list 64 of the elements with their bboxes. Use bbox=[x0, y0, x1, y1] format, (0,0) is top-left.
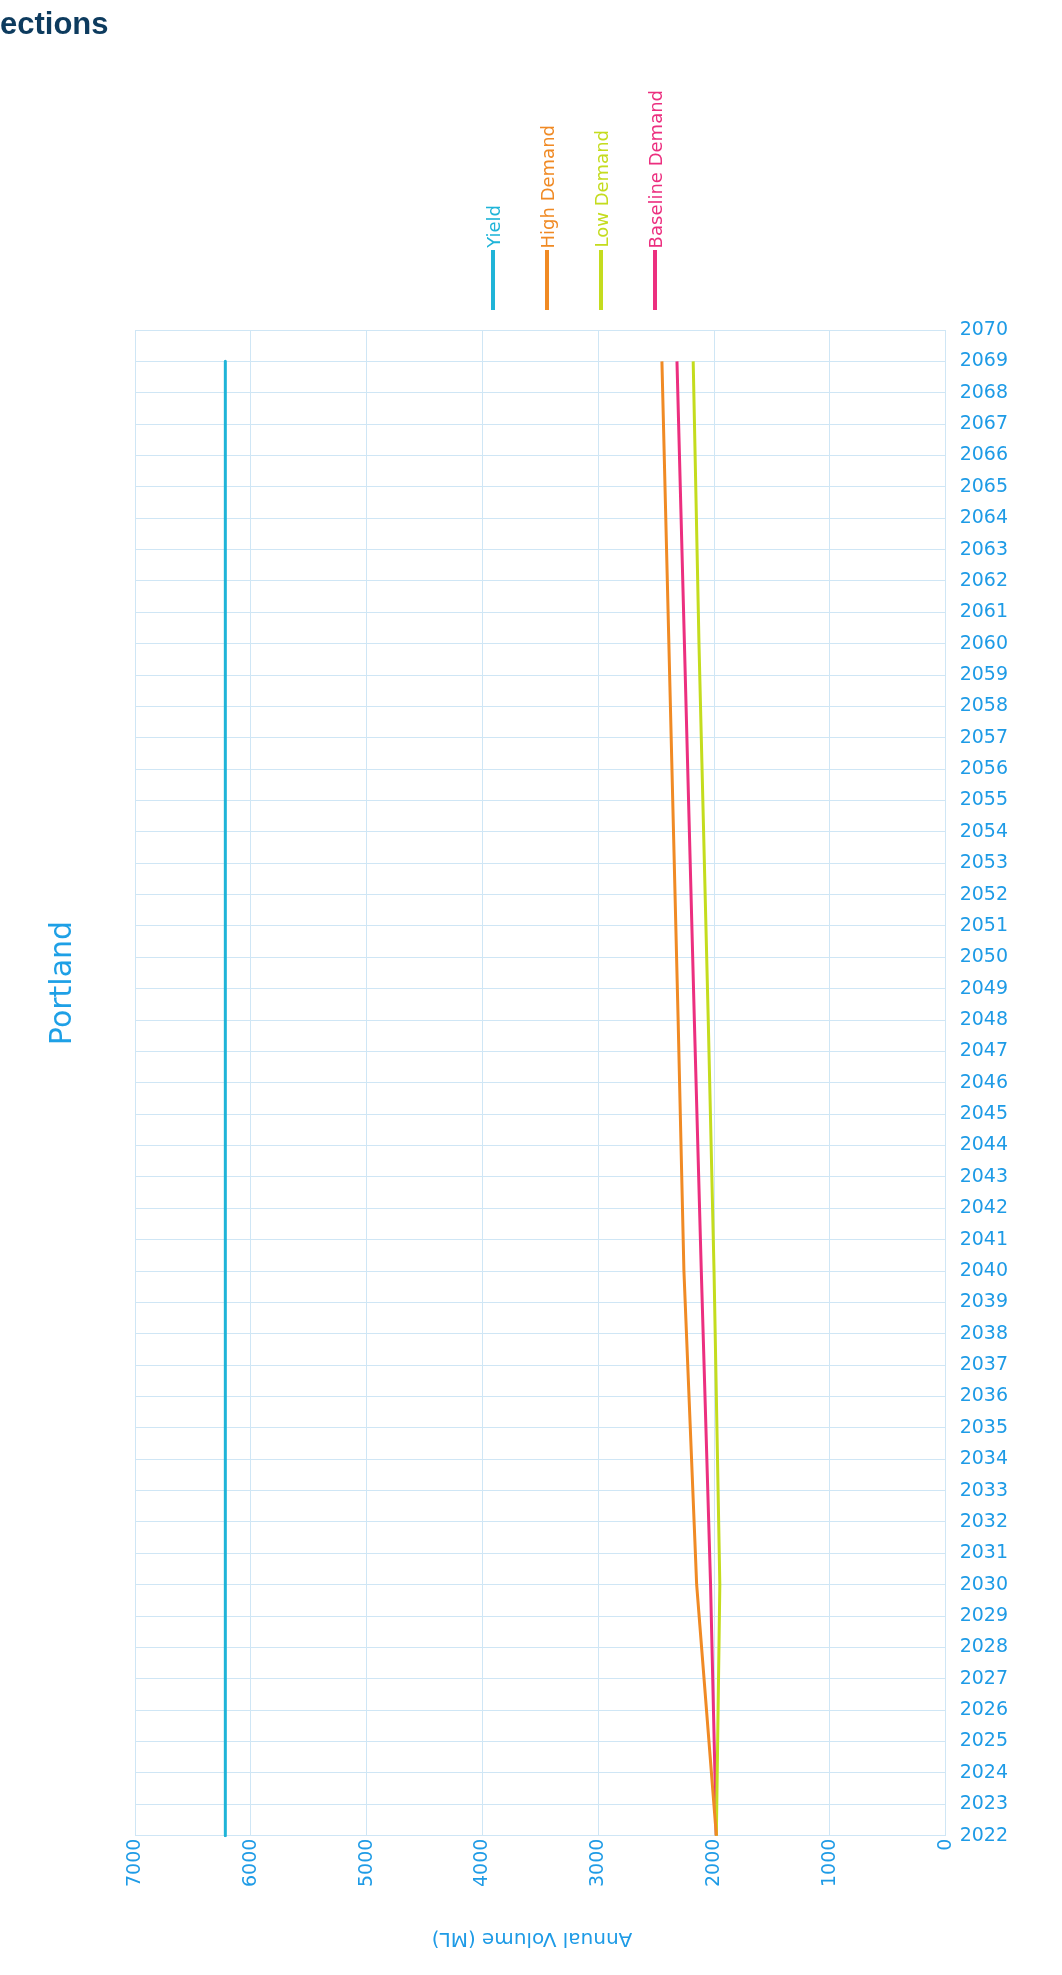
y-tick-label: 2031 bbox=[959, 1540, 1009, 1563]
y-tick-label: 2058 bbox=[959, 693, 1009, 716]
text: Low Demand bbox=[590, 130, 612, 248]
y-tick-label: 2041 bbox=[959, 1226, 1009, 1249]
y-tick-label: 2061 bbox=[959, 599, 1009, 622]
y-tick-label: 2057 bbox=[959, 724, 1009, 747]
x-tick-label: 1000 bbox=[816, 1838, 839, 1888]
y-tick-label: 2059 bbox=[959, 661, 1009, 684]
y-tick-label: 2033 bbox=[959, 1477, 1009, 1500]
y-tick-label: 2053 bbox=[959, 850, 1009, 873]
y-tick-label: 2060 bbox=[959, 630, 1009, 653]
y-tick-label: 2063 bbox=[959, 536, 1009, 559]
x-tick-label: 7000 bbox=[121, 1838, 144, 1888]
y-tick-label: 2030 bbox=[959, 1571, 1009, 1594]
y-tick-label: 2034 bbox=[959, 1446, 1009, 1469]
y-tick-label: 2043 bbox=[959, 1163, 1009, 1186]
y-tick-label: 2062 bbox=[959, 567, 1009, 590]
x-tick-label: 6000 bbox=[237, 1838, 260, 1888]
y-tick-label: 2023 bbox=[959, 1791, 1009, 1814]
y-tick-label: 2068 bbox=[959, 379, 1009, 402]
y-tick-label: 2064 bbox=[959, 505, 1009, 528]
y-tick-label: 2048 bbox=[959, 1007, 1009, 1030]
y-tick-label: 2052 bbox=[959, 881, 1009, 904]
y-tick-label: 2049 bbox=[959, 975, 1009, 998]
text: ections bbox=[0, 6, 109, 42]
y-tick-label: 2046 bbox=[959, 1069, 1009, 1092]
y-tick-label: 2022 bbox=[959, 1822, 1009, 1845]
y-tick-label: 2067 bbox=[959, 411, 1009, 434]
x-tick-label: 0 bbox=[932, 1838, 955, 1851]
y-tick-label: 2044 bbox=[959, 1132, 1009, 1155]
y-tick-label: 2070 bbox=[959, 316, 1009, 339]
y-tick-label: 2024 bbox=[959, 1759, 1009, 1782]
text: Portland bbox=[42, 920, 78, 1046]
y-tick-label: 2028 bbox=[959, 1634, 1009, 1657]
y-tick-label: 2027 bbox=[959, 1665, 1009, 1688]
text: High Demand bbox=[536, 124, 558, 248]
y-tick-label: 2040 bbox=[959, 1257, 1009, 1280]
y-tick-label: 2051 bbox=[959, 912, 1009, 935]
y-tick-label: 2050 bbox=[959, 944, 1009, 967]
y-tick-label: 2056 bbox=[959, 756, 1009, 779]
x-tick-label: 3000 bbox=[585, 1838, 608, 1888]
y-tick-label: 2036 bbox=[959, 1383, 1009, 1406]
y-tick-label: 2069 bbox=[959, 348, 1009, 371]
text: Baseline Demand bbox=[644, 89, 666, 248]
y-tick-label: 2054 bbox=[959, 818, 1009, 841]
y-tick-label: 2045 bbox=[959, 1101, 1009, 1124]
y-tick-label: 2038 bbox=[959, 1320, 1009, 1343]
y-tick-label: 2025 bbox=[959, 1728, 1009, 1751]
y-tick-label: 2037 bbox=[959, 1352, 1009, 1375]
y-tick-label: 2042 bbox=[959, 1195, 1009, 1218]
y-tick-label: 2026 bbox=[959, 1697, 1009, 1720]
y-tick-label: 2032 bbox=[959, 1508, 1009, 1531]
x-tick-label: 5000 bbox=[353, 1838, 376, 1888]
x-tick-label: 2000 bbox=[700, 1838, 723, 1888]
y-tick-label: 2035 bbox=[959, 1414, 1009, 1437]
y-tick-label: 2047 bbox=[959, 1038, 1009, 1061]
x-tick-label: 4000 bbox=[469, 1838, 492, 1888]
y-tick-label: 2055 bbox=[959, 787, 1009, 810]
y-tick-label: 2029 bbox=[959, 1603, 1009, 1626]
y-tick-label: 2066 bbox=[959, 442, 1009, 465]
y-tick-label: 2065 bbox=[959, 473, 1009, 496]
y-tick-label: 2039 bbox=[959, 1289, 1009, 1312]
text: Yield bbox=[482, 205, 504, 248]
x-axis-title: Annual Volume (ML) bbox=[431, 1928, 633, 1952]
